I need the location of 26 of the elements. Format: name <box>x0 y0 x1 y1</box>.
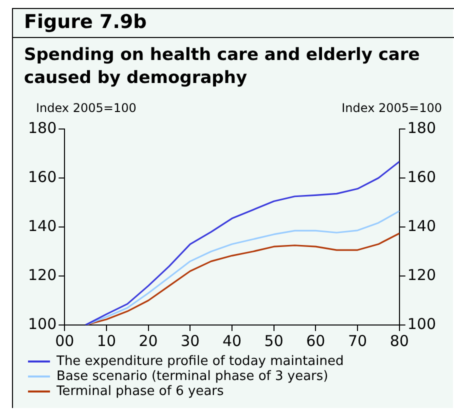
y2-tick-label: 160 <box>407 168 436 186</box>
y-axis-title: Index 2005=100 <box>36 101 136 115</box>
x-tick-label: 80 <box>390 332 409 350</box>
y-tick-label: 100 <box>28 314 57 333</box>
x-tick-label: 30 <box>180 332 200 350</box>
y-tick-label: 160 <box>28 168 57 186</box>
y-tick-label: 180 <box>28 118 57 137</box>
chart-title: Spending on health care and elderly care caused by demography <box>24 44 421 90</box>
y2-tick-label: 100 <box>407 314 436 333</box>
legend-label: Base scenario (terminal phase of 3 years) <box>56 368 328 384</box>
y2-tick-label: 120 <box>407 266 436 284</box>
x-tick-label: 50 <box>264 332 284 350</box>
caption: Figure 7.9b <box>12 8 454 38</box>
y2-tick-label: 140 <box>407 216 436 235</box>
legend-label: The expenditure profile of today maintained <box>56 354 344 369</box>
y-tick-label: 140 <box>28 216 57 235</box>
legend-label: Terminal phase of 6 years <box>56 384 224 399</box>
x-tick-label: 10 <box>96 332 116 350</box>
x-tick-label: 00 <box>55 332 74 350</box>
x-tick-label: 20 <box>138 332 158 350</box>
x-tick-label: 70 <box>348 332 368 350</box>
y2-axis-title: Index 2005=100 <box>342 101 442 115</box>
x-tick-label: 40 <box>222 332 242 350</box>
y-tick-label: 120 <box>28 266 57 284</box>
y2-tick-label: 180 <box>407 118 436 137</box>
x-tick-label: 60 <box>306 332 326 350</box>
